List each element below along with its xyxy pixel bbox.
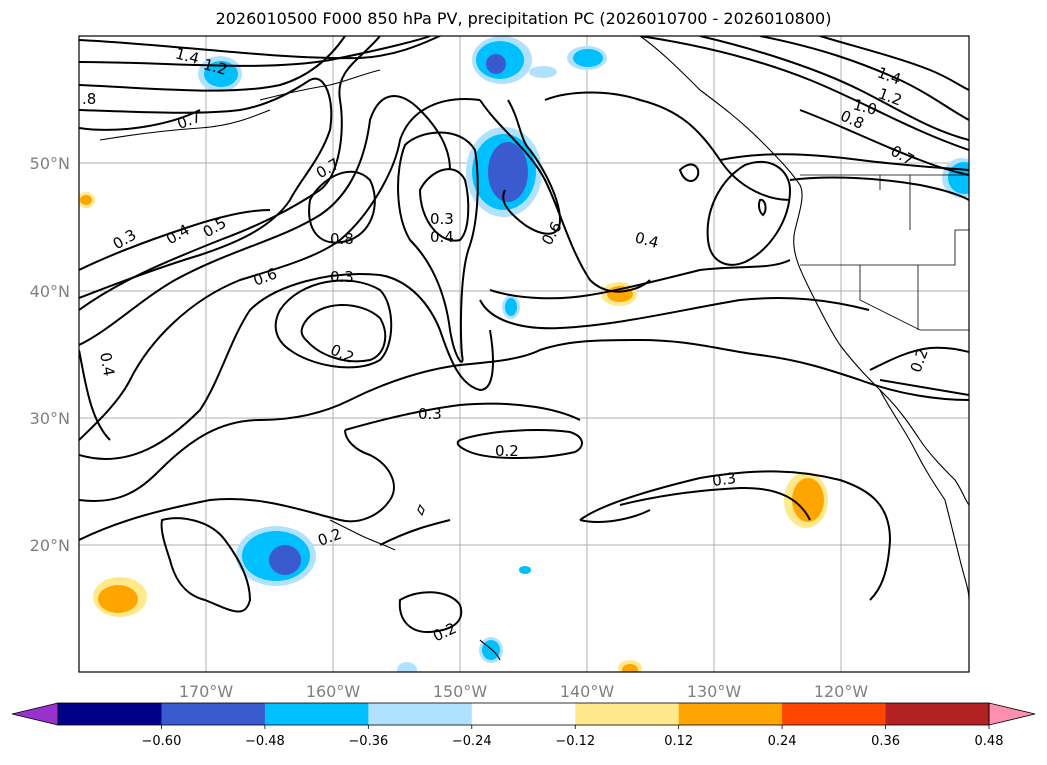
lat-tick-label: 20°N (30, 536, 70, 555)
colorbar-segment (368, 703, 473, 725)
colorbar-tick-label: 0.36 (871, 734, 900, 749)
map-frame (78, 35, 970, 673)
pv-contours (79, 36, 969, 634)
contour-label: 0.3 (330, 268, 354, 286)
colorbar-segment (264, 703, 369, 725)
contour-label: 0.2 (495, 442, 519, 460)
contour-label: 0.4 (96, 351, 118, 378)
map-title: 2026010500 F000 850 hPa PV, precipitatio… (215, 9, 832, 28)
colorbar-tick-label: −0.24 (452, 734, 492, 749)
colorbar-tick-label: 0.24 (768, 734, 797, 749)
colorbar-tick-label: 0.48 (975, 734, 1004, 749)
precip-positive (79, 192, 828, 672)
contour-label: 0.2 (315, 525, 344, 550)
colorbar-segment (782, 703, 887, 725)
lat-tick-label: 30°N (30, 409, 70, 428)
lon-tick-label: 170°W (179, 682, 234, 701)
contour-label: 0.5 (200, 214, 230, 242)
lon-tick-label: 150°W (433, 682, 488, 701)
lon-tick-label: 120°W (814, 682, 869, 701)
colorbar-tick-label: 0.12 (664, 734, 693, 749)
lon-tick-label: 130°W (687, 682, 742, 701)
contour-label: 0.6 (538, 219, 566, 249)
contour-label: 0.4 (163, 221, 193, 249)
contour-label: 1.2 (876, 84, 905, 109)
colorbar-extend-min (11, 702, 59, 726)
colorbar-extend-max (988, 702, 1036, 726)
gridlines (79, 36, 969, 672)
colorbar-tick-label: −0.12 (555, 734, 595, 749)
contour-label: 0.2 (907, 346, 932, 375)
precip-negative (198, 36, 969, 672)
contour-label: 0.3 (430, 210, 454, 228)
contour-label: 1.2 (201, 55, 229, 79)
contour-label: 0.3 (418, 405, 442, 423)
lon-tick-label: 140°W (560, 682, 615, 701)
contour-label: 0.2 (430, 619, 459, 645)
colorbar-tick-label: −0.48 (245, 734, 285, 749)
lat-tick-label: 50°N (30, 154, 70, 173)
lon-tick-label: 160°W (306, 682, 361, 701)
contour-label: 1.4 (875, 63, 904, 88)
colorbar-segment (678, 703, 783, 725)
contour-label: 0.3 (110, 226, 140, 254)
contour-label: .8 (82, 90, 96, 108)
contour-label: 1.4 (173, 44, 201, 68)
contour-label: 0.4 (633, 228, 661, 252)
lat-tick-labels: 20°N 30°N 40°N 50°N (30, 154, 70, 555)
us-borders (800, 174, 969, 331)
colorbar-tick-label: −0.60 (142, 734, 182, 749)
colorbar-segment (575, 703, 680, 725)
contour-label: 0.8 (330, 230, 354, 248)
colorbar-segment (471, 703, 576, 725)
contour-label: 1.0 (851, 95, 879, 119)
colorbar-tick-label: −0.36 (348, 734, 388, 749)
contour-label: 0.2 (328, 341, 357, 367)
coastlines (99, 36, 969, 661)
colorbar: −0.60 −0.48 −0.36 −0.24 −0.12 0.12 0.24 0.36 0.4… (11, 702, 1036, 749)
colorbar-segment (161, 703, 266, 725)
lat-tick-label: 40°N (30, 282, 70, 301)
lon-tick-labels: 170°W 160°W 150°W 140°W 130°W 120°W (179, 682, 869, 701)
colorbar-segment (885, 703, 990, 725)
map-area: 1.4 1.2 0.7 .8 0.3 0.4 0.5 0.7 0.6 0.8 0… (79, 36, 969, 672)
contour-label: 0.4 (430, 228, 454, 246)
colorbar-segment (58, 703, 162, 725)
contour-label: 0.3 (711, 469, 737, 490)
